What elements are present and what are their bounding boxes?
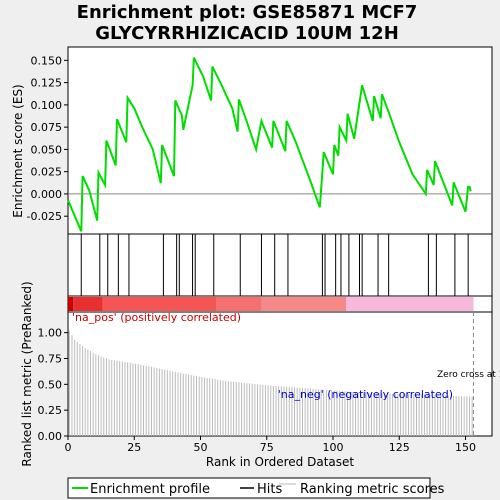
metric-y-tick-label: 1.00 bbox=[38, 327, 63, 340]
legend-hits-label: Hits bbox=[257, 482, 282, 497]
ranking-strip-segment bbox=[102, 297, 217, 311]
metric-x-tick-label: 125 bbox=[389, 441, 410, 454]
es-y-tick-label: 0.125 bbox=[31, 77, 63, 90]
chart-title-line1: Enrichment plot: GSE85871 MCF7 bbox=[77, 2, 418, 23]
metric-y-tick-label: 0.75 bbox=[38, 353, 63, 366]
metric-x-tick-label: 25 bbox=[127, 441, 141, 454]
legend: Enrichment profile Hits Ranking metric s… bbox=[67, 477, 445, 499]
ranking-strip-segment bbox=[216, 297, 262, 311]
es-y-tick-label: 0.075 bbox=[31, 121, 63, 134]
hits-plot-area bbox=[67, 233, 493, 297]
metric-x-tick-label: 0 bbox=[65, 441, 72, 454]
metric-x-tick-label: 150 bbox=[455, 441, 476, 454]
enrichment-panel: -0.025 0.000 0.025 0.050 0.075 0.100 0.125 0.15… bbox=[11, 46, 493, 235]
ranking-strip-segment bbox=[73, 297, 103, 311]
legend-enrichment-label: Enrichment profile bbox=[90, 482, 210, 497]
hits-panel bbox=[67, 233, 493, 297]
metric-bars bbox=[68, 330, 473, 436]
es-y-tick-label: 0.100 bbox=[31, 99, 63, 112]
ranking-strip-segment bbox=[261, 297, 347, 311]
es-y-tick-label: 0.050 bbox=[31, 143, 63, 156]
metric-y-tick-label: 0.25 bbox=[38, 404, 63, 417]
ranking-strip-segment bbox=[346, 297, 474, 311]
ranking-strip-panel bbox=[67, 295, 493, 313]
chart-title-line2: GLYCYRRHIZICACID 10UM 12H bbox=[95, 23, 399, 44]
es-y-tick-label: 0.150 bbox=[31, 54, 63, 67]
es-y-tick-label: -0.025 bbox=[27, 210, 62, 223]
metric-plot-area bbox=[67, 311, 493, 437]
legend-ranking-label: Ranking metric scores bbox=[300, 482, 445, 497]
metric-x-axis: 0 25 50 75 100 125 150 bbox=[65, 436, 476, 454]
negative-correlation-label: 'na_neg' (negatively correlated) bbox=[278, 388, 453, 401]
enrichment-plot-area bbox=[67, 46, 493, 235]
hit-marks bbox=[80, 234, 469, 296]
metric-x-tick-label: 75 bbox=[260, 441, 274, 454]
es-y-tick-label: 0.025 bbox=[31, 166, 63, 179]
ranking-strip-segment bbox=[68, 297, 74, 311]
metric-y-tick-label: 0.00 bbox=[38, 430, 63, 443]
enrichment-profile-line bbox=[67, 57, 472, 232]
metric-y-axis-label: Ranked list metric (PreRanked) bbox=[20, 281, 34, 466]
positive-correlation-label: 'na_pos' (positively correlated) bbox=[72, 311, 241, 324]
es-y-axis-label: Enrichment score (ES) bbox=[11, 84, 25, 217]
metric-y-axis: 0.00 0.25 0.50 0.75 1.00 bbox=[38, 327, 68, 443]
zero-cross-label: Zero cross at 153 bbox=[437, 370, 500, 380]
es-y-tick-label: 0.000 bbox=[31, 188, 63, 201]
metric-x-axis-label: Rank in Ordered Dataset bbox=[206, 455, 354, 469]
metric-x-tick-label: 50 bbox=[194, 441, 208, 454]
es-y-axis: -0.025 0.000 0.025 0.050 0.075 0.100 0.125 0.15… bbox=[27, 54, 68, 223]
metric-panel: 0.00 0.25 0.50 0.75 1.00 0 25 50 75 100 125 150 'n… bbox=[20, 281, 500, 469]
metric-y-tick-label: 0.50 bbox=[38, 378, 63, 391]
ranking-strip-segments bbox=[68, 297, 474, 311]
metric-x-tick-label: 100 bbox=[323, 441, 344, 454]
